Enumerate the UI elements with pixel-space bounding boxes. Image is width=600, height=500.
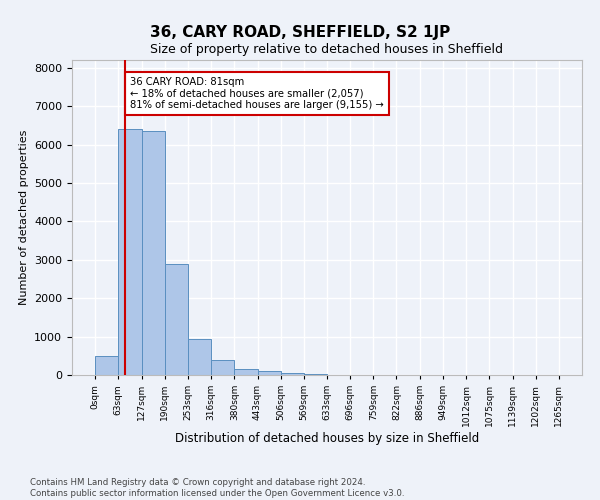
X-axis label: Distribution of detached houses by size in Sheffield: Distribution of detached houses by size … bbox=[175, 432, 479, 444]
Bar bbox=[211, 360, 235, 375]
Bar bbox=[235, 369, 257, 375]
Bar bbox=[304, 374, 327, 375]
Bar bbox=[95, 356, 118, 375]
Bar bbox=[281, 373, 304, 375]
Bar bbox=[142, 131, 165, 375]
Bar bbox=[257, 371, 281, 375]
Bar bbox=[188, 338, 211, 375]
Text: 36 CARY ROAD: 81sqm
← 18% of detached houses are smaller (2,057)
81% of semi-det: 36 CARY ROAD: 81sqm ← 18% of detached ho… bbox=[130, 78, 384, 110]
Title: Size of property relative to detached houses in Sheffield: Size of property relative to detached ho… bbox=[151, 43, 503, 56]
Bar bbox=[165, 264, 188, 375]
Y-axis label: Number of detached properties: Number of detached properties bbox=[19, 130, 29, 305]
Text: 36, CARY ROAD, SHEFFIELD, S2 1JP: 36, CARY ROAD, SHEFFIELD, S2 1JP bbox=[150, 25, 450, 40]
Bar bbox=[118, 129, 142, 375]
Text: Contains HM Land Registry data © Crown copyright and database right 2024.
Contai: Contains HM Land Registry data © Crown c… bbox=[30, 478, 404, 498]
